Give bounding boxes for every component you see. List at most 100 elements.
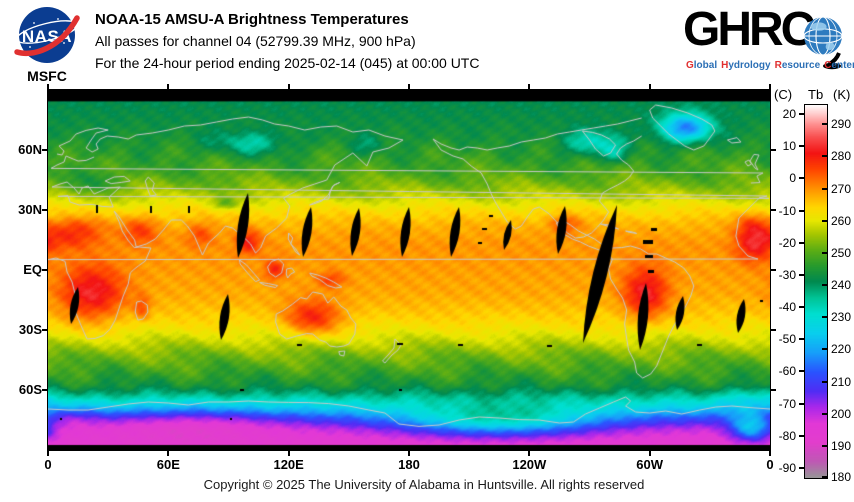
axis-tick xyxy=(771,269,776,271)
axis-tick xyxy=(47,84,49,89)
axis-tick xyxy=(771,149,776,151)
colorbar-celsius-label: 10 xyxy=(782,139,796,154)
axis-tick xyxy=(648,451,651,456)
ghrc-tagline-word: Hydrology xyxy=(721,60,771,71)
x-axis-label: 60W xyxy=(636,457,664,472)
axis-tick xyxy=(408,451,410,456)
colorbar-celsius-tick xyxy=(799,402,804,405)
copyright-text: Copyright © 2025 The University of Alaba… xyxy=(203,477,645,492)
colorbar-celsius-tick xyxy=(799,273,804,276)
colorbar-celsius-label: -10 xyxy=(778,203,796,218)
axis-tick xyxy=(528,84,531,89)
colorbar-kelvin-tick xyxy=(822,380,827,383)
colorbar-kelvin-label: 290 xyxy=(831,117,852,132)
colorbar-celsius-tick xyxy=(799,113,804,116)
nasa-logo-icon: NASA xyxy=(14,7,80,63)
colorbar-kelvin-tick xyxy=(822,476,827,478)
axis-tick xyxy=(42,329,47,331)
colorbar-celsius-tick xyxy=(799,177,804,180)
subtitle-channel: All passes for channel 04 (52799.39 MHz,… xyxy=(95,33,416,50)
colorbar-kelvin-tick xyxy=(822,412,827,415)
axis-tick xyxy=(771,209,776,211)
colorbar-kelvin-tick xyxy=(822,123,827,126)
y-axis-label: 60S xyxy=(18,382,42,397)
axis-tick xyxy=(42,389,47,391)
colorbar-kelvin-label: 270 xyxy=(831,181,852,196)
colorbar-celsius-tick xyxy=(799,209,804,212)
colorbar-celsius-tick xyxy=(799,241,804,244)
colorbar-celsius-label: -80 xyxy=(778,428,796,443)
x-axis-label: 0 xyxy=(44,457,52,472)
colorbar-celsius-tick xyxy=(799,434,804,437)
colorbar-celsius-label: 20 xyxy=(782,107,796,122)
colorbar-celsius-label: -60 xyxy=(778,364,796,379)
colorbar-kelvin-label: 260 xyxy=(831,213,852,228)
colorbar-celsius-label: -90 xyxy=(778,460,796,475)
x-axis-label: 60E xyxy=(156,457,180,472)
axis-tick xyxy=(408,84,410,89)
colorbar-title-celsius: (C) xyxy=(774,87,793,102)
colorbar-kelvin-tick xyxy=(822,219,827,222)
ghrc-tagline-word: Center xyxy=(824,60,854,71)
colorbar-kelvin-label: 280 xyxy=(831,149,852,164)
colorbar-kelvin-label: 180 xyxy=(831,470,852,484)
colorbar-kelvin-label: 250 xyxy=(831,245,852,260)
axis-tick xyxy=(769,451,771,456)
colorbar-celsius-tick xyxy=(799,338,804,341)
y-axis-label: EQ xyxy=(23,262,42,277)
title-block: NOAA-15 AMSU-A Brightness Temperatures A… xyxy=(95,8,479,75)
axis-tick xyxy=(648,84,651,89)
colorbar-celsius-tick xyxy=(799,370,804,373)
page-title: NOAA-15 AMSU-A Brightness Temperatures xyxy=(95,11,409,28)
axis-tick xyxy=(47,451,49,456)
colorbar-kelvin-label: 240 xyxy=(831,278,852,293)
axis-tick xyxy=(167,84,170,89)
axis-tick xyxy=(771,329,776,331)
nasa-center-label: MSFC xyxy=(27,68,67,84)
colorbar-kelvin-tick xyxy=(822,316,827,319)
axis-tick xyxy=(167,451,170,456)
colorbar-celsius-tick xyxy=(799,466,804,469)
colorbar-kelvin-tick xyxy=(822,187,827,190)
ghrc-tagline: Global Hydrology Resource Center xyxy=(686,60,854,71)
colorbar-celsius-tick xyxy=(799,145,804,148)
colorbar-celsius-label: -20 xyxy=(778,235,796,250)
colorbar-celsius-label: -70 xyxy=(778,396,796,411)
colorbar-kelvin-tick xyxy=(822,444,827,447)
ghrc-tagline-word: Resource xyxy=(774,60,821,71)
axis-tick xyxy=(42,149,47,151)
x-axis-label: 120W xyxy=(512,457,547,472)
ghrc-tagline-word: Global xyxy=(686,60,718,71)
colorbar-kelvin-label: 230 xyxy=(831,310,852,325)
x-axis-label: 0 xyxy=(766,457,774,472)
ghrc-logo-wordmark: GHRC xyxy=(683,3,815,56)
y-axis-label: 60N xyxy=(18,142,42,157)
colorbar-celsius-label: -40 xyxy=(778,300,796,315)
colorbar-celsius-label: -50 xyxy=(778,332,796,347)
colorbar-kelvin-label: 220 xyxy=(831,342,852,357)
globe-icon xyxy=(803,16,843,70)
colorbar-celsius-label: 0 xyxy=(789,171,796,186)
axis-tick xyxy=(287,84,290,89)
axis-tick xyxy=(528,451,531,456)
colorbar-kelvin-label: 200 xyxy=(831,406,852,421)
colorbar-kelvin-tick xyxy=(822,348,827,351)
colorbar-title-tb: Tb xyxy=(808,87,824,102)
map-canvas xyxy=(48,90,770,450)
colorbar-celsius-label: -30 xyxy=(778,267,796,282)
colorbar-kelvin-tick xyxy=(822,251,827,254)
colorbar-celsius-tick xyxy=(799,306,804,309)
axis-tick xyxy=(771,389,776,391)
y-axis-label: 30S xyxy=(18,322,42,337)
colorbar-title-kelvin: (K) xyxy=(833,87,851,102)
subtitle-period: For the 24-hour period ending 2025-02-14… xyxy=(95,54,480,71)
x-axis-label: 180 xyxy=(398,457,420,472)
x-axis-label: 120E xyxy=(273,457,304,472)
colorbar-kelvin-tick xyxy=(822,284,827,287)
axis-tick xyxy=(42,209,47,211)
map-plot-frame xyxy=(47,89,771,451)
colorbar xyxy=(804,104,828,479)
colorbar-gradient xyxy=(805,105,827,478)
y-axis-label: 30N xyxy=(18,202,42,217)
